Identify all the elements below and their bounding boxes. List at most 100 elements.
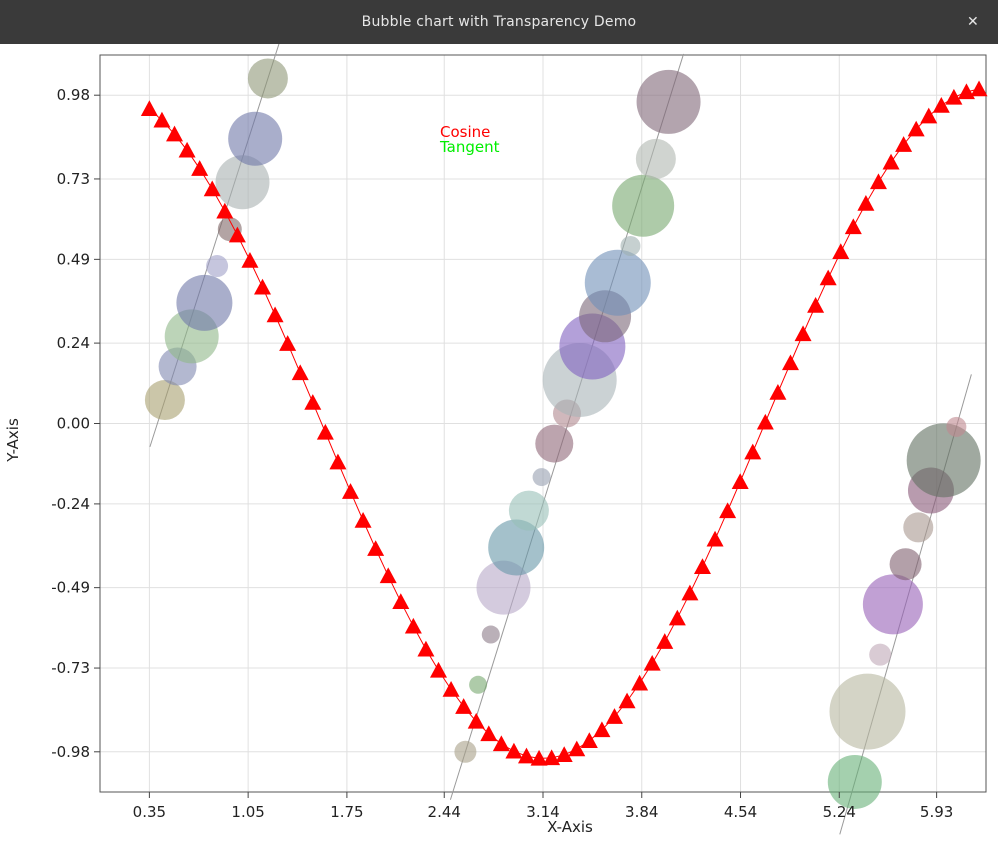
- y-tick-label: 0.00: [57, 415, 90, 433]
- cosine-point: [279, 335, 297, 351]
- bubble-point: [488, 519, 545, 576]
- cosine-point: [216, 202, 234, 219]
- legend-cosine: Cosine: [440, 123, 490, 141]
- bubble-point: [869, 643, 892, 666]
- chart-area: 0.35 1.05 1.75 2.44 3.14 3.84 4.54 5.24 5.93 0.9…: [0, 44, 998, 844]
- cosine-point: [480, 725, 498, 742]
- close-button[interactable]: ✕: [962, 11, 984, 33]
- cosine-point: [895, 136, 913, 152]
- x-tick-label: 1.05: [231, 803, 264, 821]
- cosine-point: [769, 384, 787, 400]
- bubble-point: [508, 490, 549, 531]
- window-titlebar: Bubble chart with Transparency Demo ✕: [0, 0, 998, 44]
- cosine-point: [643, 654, 661, 671]
- cosine-point: [555, 746, 573, 763]
- cosine-point: [304, 394, 322, 410]
- cosine-point: [719, 502, 737, 519]
- cosine-point: [140, 100, 158, 117]
- tangent-bubbles: [144, 58, 981, 809]
- cosine-point: [530, 749, 548, 766]
- bubble-point: [144, 380, 185, 421]
- y-tick-label: -0.73: [51, 659, 90, 677]
- cosine-point: [744, 443, 762, 460]
- cosine-point: [455, 698, 473, 714]
- cosine-point: [241, 252, 259, 268]
- window-title: Bubble chart with Transparency Demo: [361, 14, 637, 30]
- cosine-point: [857, 195, 875, 211]
- cosine-point: [869, 173, 887, 190]
- cosine-point: [316, 423, 334, 440]
- cosine-point: [693, 558, 711, 575]
- cosine-point: [442, 681, 460, 697]
- cosine-point: [907, 120, 925, 137]
- close-icon: ✕: [967, 14, 979, 30]
- cosine-point: [920, 107, 938, 124]
- legend: Cosine Tangent: [439, 123, 500, 156]
- bubble-point: [247, 58, 288, 99]
- cosine-point: [618, 692, 636, 709]
- bubble-chart: 0.35 1.05 1.75 2.44 3.14 3.84 4.54 5.24 5.93 0.9…: [4, 44, 988, 836]
- bubble-point: [946, 416, 967, 437]
- bubble-point: [469, 675, 488, 694]
- bubble-point: [176, 274, 233, 331]
- y-axis-ticks: 0.98 0.73 0.49 0.24 0.00 -0.24 -0.49 -0.73 -0.98: [51, 86, 100, 761]
- x-tick-label: 3.84: [625, 803, 658, 821]
- cosine-point: [580, 732, 598, 748]
- x-tick-label: 4.54: [724, 803, 757, 821]
- cosine-point: [781, 354, 799, 371]
- y-tick-label: 0.49: [57, 250, 90, 268]
- cosine-point: [832, 243, 850, 260]
- cosine-point: [731, 473, 749, 489]
- y-tick-label: -0.49: [51, 579, 90, 597]
- cosine-point: [367, 540, 385, 556]
- cosine-point: [203, 180, 221, 197]
- cosine-point: [379, 567, 397, 584]
- cosine-point: [266, 306, 284, 323]
- x-tick-label: 5.93: [920, 803, 953, 821]
- cosine-point: [505, 742, 523, 759]
- x-tick-label: 0.35: [133, 803, 166, 821]
- cosine-point: [492, 735, 510, 752]
- y-tick-label: -0.98: [51, 743, 90, 761]
- bubble-point: [481, 625, 500, 644]
- x-tick-label: 5.24: [823, 803, 856, 821]
- cosine-point: [945, 88, 963, 105]
- bubble-point: [635, 138, 676, 179]
- cosine-point: [342, 483, 360, 499]
- bubble-point: [862, 574, 923, 635]
- cosine-series: [140, 80, 988, 766]
- cosine-point: [404, 617, 422, 634]
- cosine-point: [228, 226, 246, 243]
- y-tick-label: 0.24: [57, 334, 90, 352]
- bubble-point: [827, 754, 882, 809]
- cosine-point: [291, 364, 309, 381]
- bubble-point: [215, 155, 270, 210]
- cosine-point: [153, 111, 171, 128]
- cosine-point: [429, 661, 447, 678]
- bubble-point: [532, 468, 551, 487]
- bubble-point: [829, 673, 906, 750]
- cosine-point: [681, 584, 699, 601]
- x-axis-title: X-Axis: [547, 818, 593, 836]
- cosine-point: [819, 269, 837, 286]
- cosine-point: [970, 80, 988, 97]
- cosine-point: [844, 218, 862, 235]
- bubble-point: [584, 249, 651, 316]
- cosine-point: [254, 278, 272, 295]
- cosine-point: [178, 141, 196, 158]
- cosine-point: [568, 740, 586, 757]
- y-tick-label: -0.24: [51, 495, 90, 513]
- cosine-point: [957, 83, 975, 100]
- cosine-point: [706, 530, 724, 547]
- y-axis-title: Y-Axis: [4, 418, 22, 463]
- cosine-point: [392, 593, 410, 610]
- cosine-point: [656, 633, 674, 649]
- bubble-point: [906, 423, 981, 498]
- cosine-point: [329, 453, 347, 470]
- cosine-point: [932, 96, 950, 113]
- y-tick-label: 0.73: [57, 170, 90, 188]
- bubble-point: [535, 424, 574, 463]
- bubble-point: [206, 255, 229, 278]
- cosine-point: [807, 297, 825, 313]
- x-tick-label: 2.44: [428, 803, 461, 821]
